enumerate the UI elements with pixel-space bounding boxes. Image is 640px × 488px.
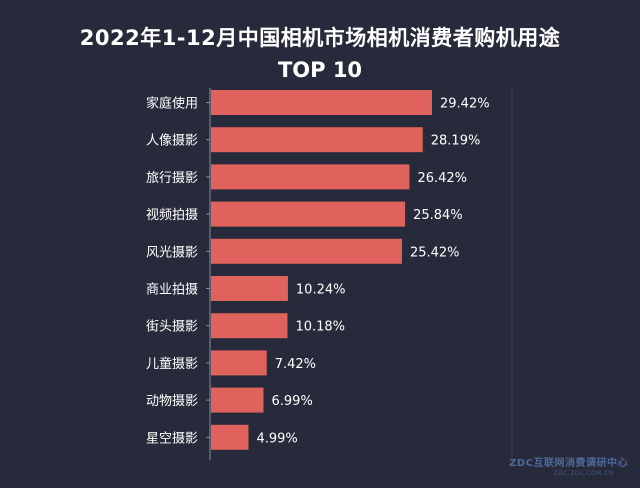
value-label: 10.24% bbox=[296, 283, 346, 298]
value-label: 7.42% bbox=[275, 357, 316, 372]
category-label: 儿童摄影 bbox=[146, 356, 198, 372]
value-label: 29.42% bbox=[440, 97, 490, 112]
bars-group: 家庭使用 29.42% 人像摄影 28.19% 旅行摄影 26.42% 视频拍摄 25.84%… bbox=[146, 88, 513, 460]
value-label: 10.18% bbox=[295, 320, 345, 335]
category-label: 商业拍摄 bbox=[146, 283, 198, 298]
watermark-subtext: ZDC.ZOL.COM.CN bbox=[553, 470, 614, 477]
bar bbox=[211, 164, 410, 190]
bar bbox=[211, 350, 267, 376]
value-label: 28.19% bbox=[431, 134, 481, 149]
category-label: 人像摄影 bbox=[146, 134, 198, 149]
value-label: 4.99% bbox=[256, 431, 297, 446]
category-label: 视频拍摄 bbox=[146, 208, 198, 223]
bar bbox=[211, 313, 288, 339]
bar bbox=[211, 387, 264, 413]
bar bbox=[211, 238, 402, 264]
category-label: 动物摄影 bbox=[146, 394, 198, 409]
category-label: 风光摄影 bbox=[146, 245, 198, 260]
value-label: 6.99% bbox=[272, 394, 313, 409]
value-label: 26.42% bbox=[417, 171, 467, 186]
bar bbox=[211, 424, 249, 450]
watermark: ZDC互联网消费调研中心 bbox=[509, 458, 628, 469]
category-label: 旅行摄影 bbox=[146, 171, 198, 186]
value-label: 25.42% bbox=[410, 245, 460, 260]
bar bbox=[211, 127, 423, 153]
value-label: 25.84% bbox=[413, 208, 463, 223]
bar bbox=[211, 201, 406, 227]
bar bbox=[211, 90, 432, 115]
category-label: 星空摄影 bbox=[146, 431, 198, 446]
chart-subtitle: TOP 10 bbox=[277, 58, 363, 82]
bar bbox=[211, 276, 288, 301]
chart-title: 2022年1-12月中国相机市场相机消费者购机用途 bbox=[79, 26, 561, 50]
category-label: 街头摄影 bbox=[146, 320, 198, 335]
category-label: 家庭使用 bbox=[146, 96, 198, 112]
